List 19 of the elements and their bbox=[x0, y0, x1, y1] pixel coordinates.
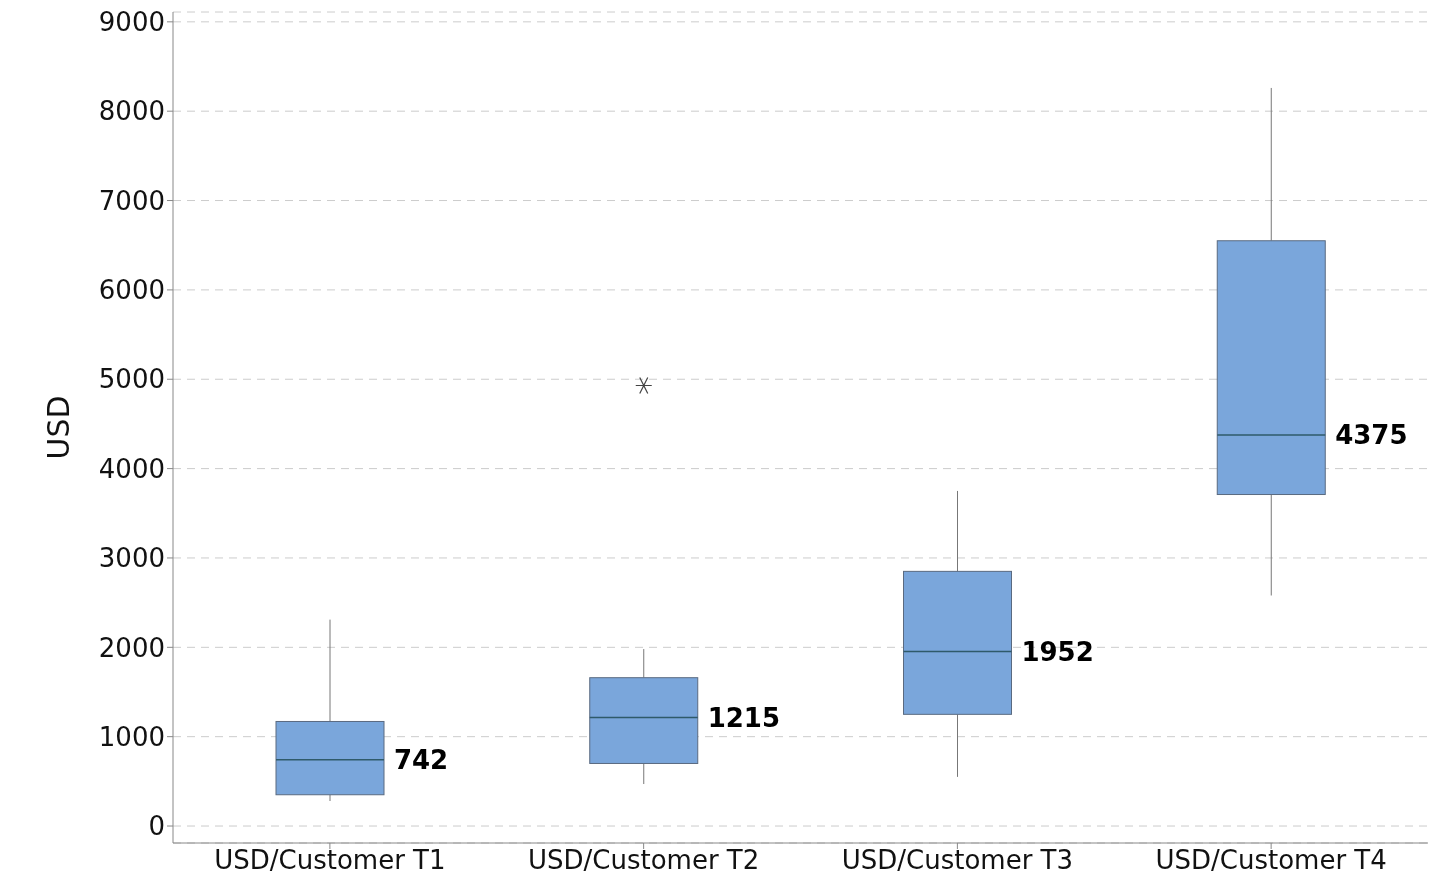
y-tick-label: 6000 bbox=[98, 275, 165, 306]
annotation: 1215 bbox=[707, 702, 780, 733]
annotation: 742 bbox=[393, 744, 449, 775]
x-tick-label: USD/Customer T3 bbox=[841, 845, 1074, 876]
y-axis-title: USD bbox=[40, 395, 76, 460]
y-tick-label: 0 bbox=[148, 811, 165, 842]
y-tick-label: 8000 bbox=[98, 96, 165, 127]
x-tick-label: USD/Customer T1 bbox=[214, 845, 446, 876]
x-tick-label: USD/Customer T4 bbox=[1155, 845, 1387, 876]
annotation: 4375 bbox=[1335, 420, 1408, 451]
y-tick-label: 7000 bbox=[98, 185, 165, 216]
y-tick-label: 5000 bbox=[98, 364, 165, 395]
x-tick-label: USD/Customer T2 bbox=[527, 845, 760, 876]
y-tick-label: 4000 bbox=[98, 453, 165, 484]
y-tick-label: 9000 bbox=[98, 7, 165, 38]
y-tick-label: 3000 bbox=[98, 543, 165, 574]
annotation: 1952 bbox=[1021, 636, 1094, 667]
y-tick-label: 2000 bbox=[98, 632, 165, 663]
y-tick-label: 1000 bbox=[98, 721, 165, 752]
